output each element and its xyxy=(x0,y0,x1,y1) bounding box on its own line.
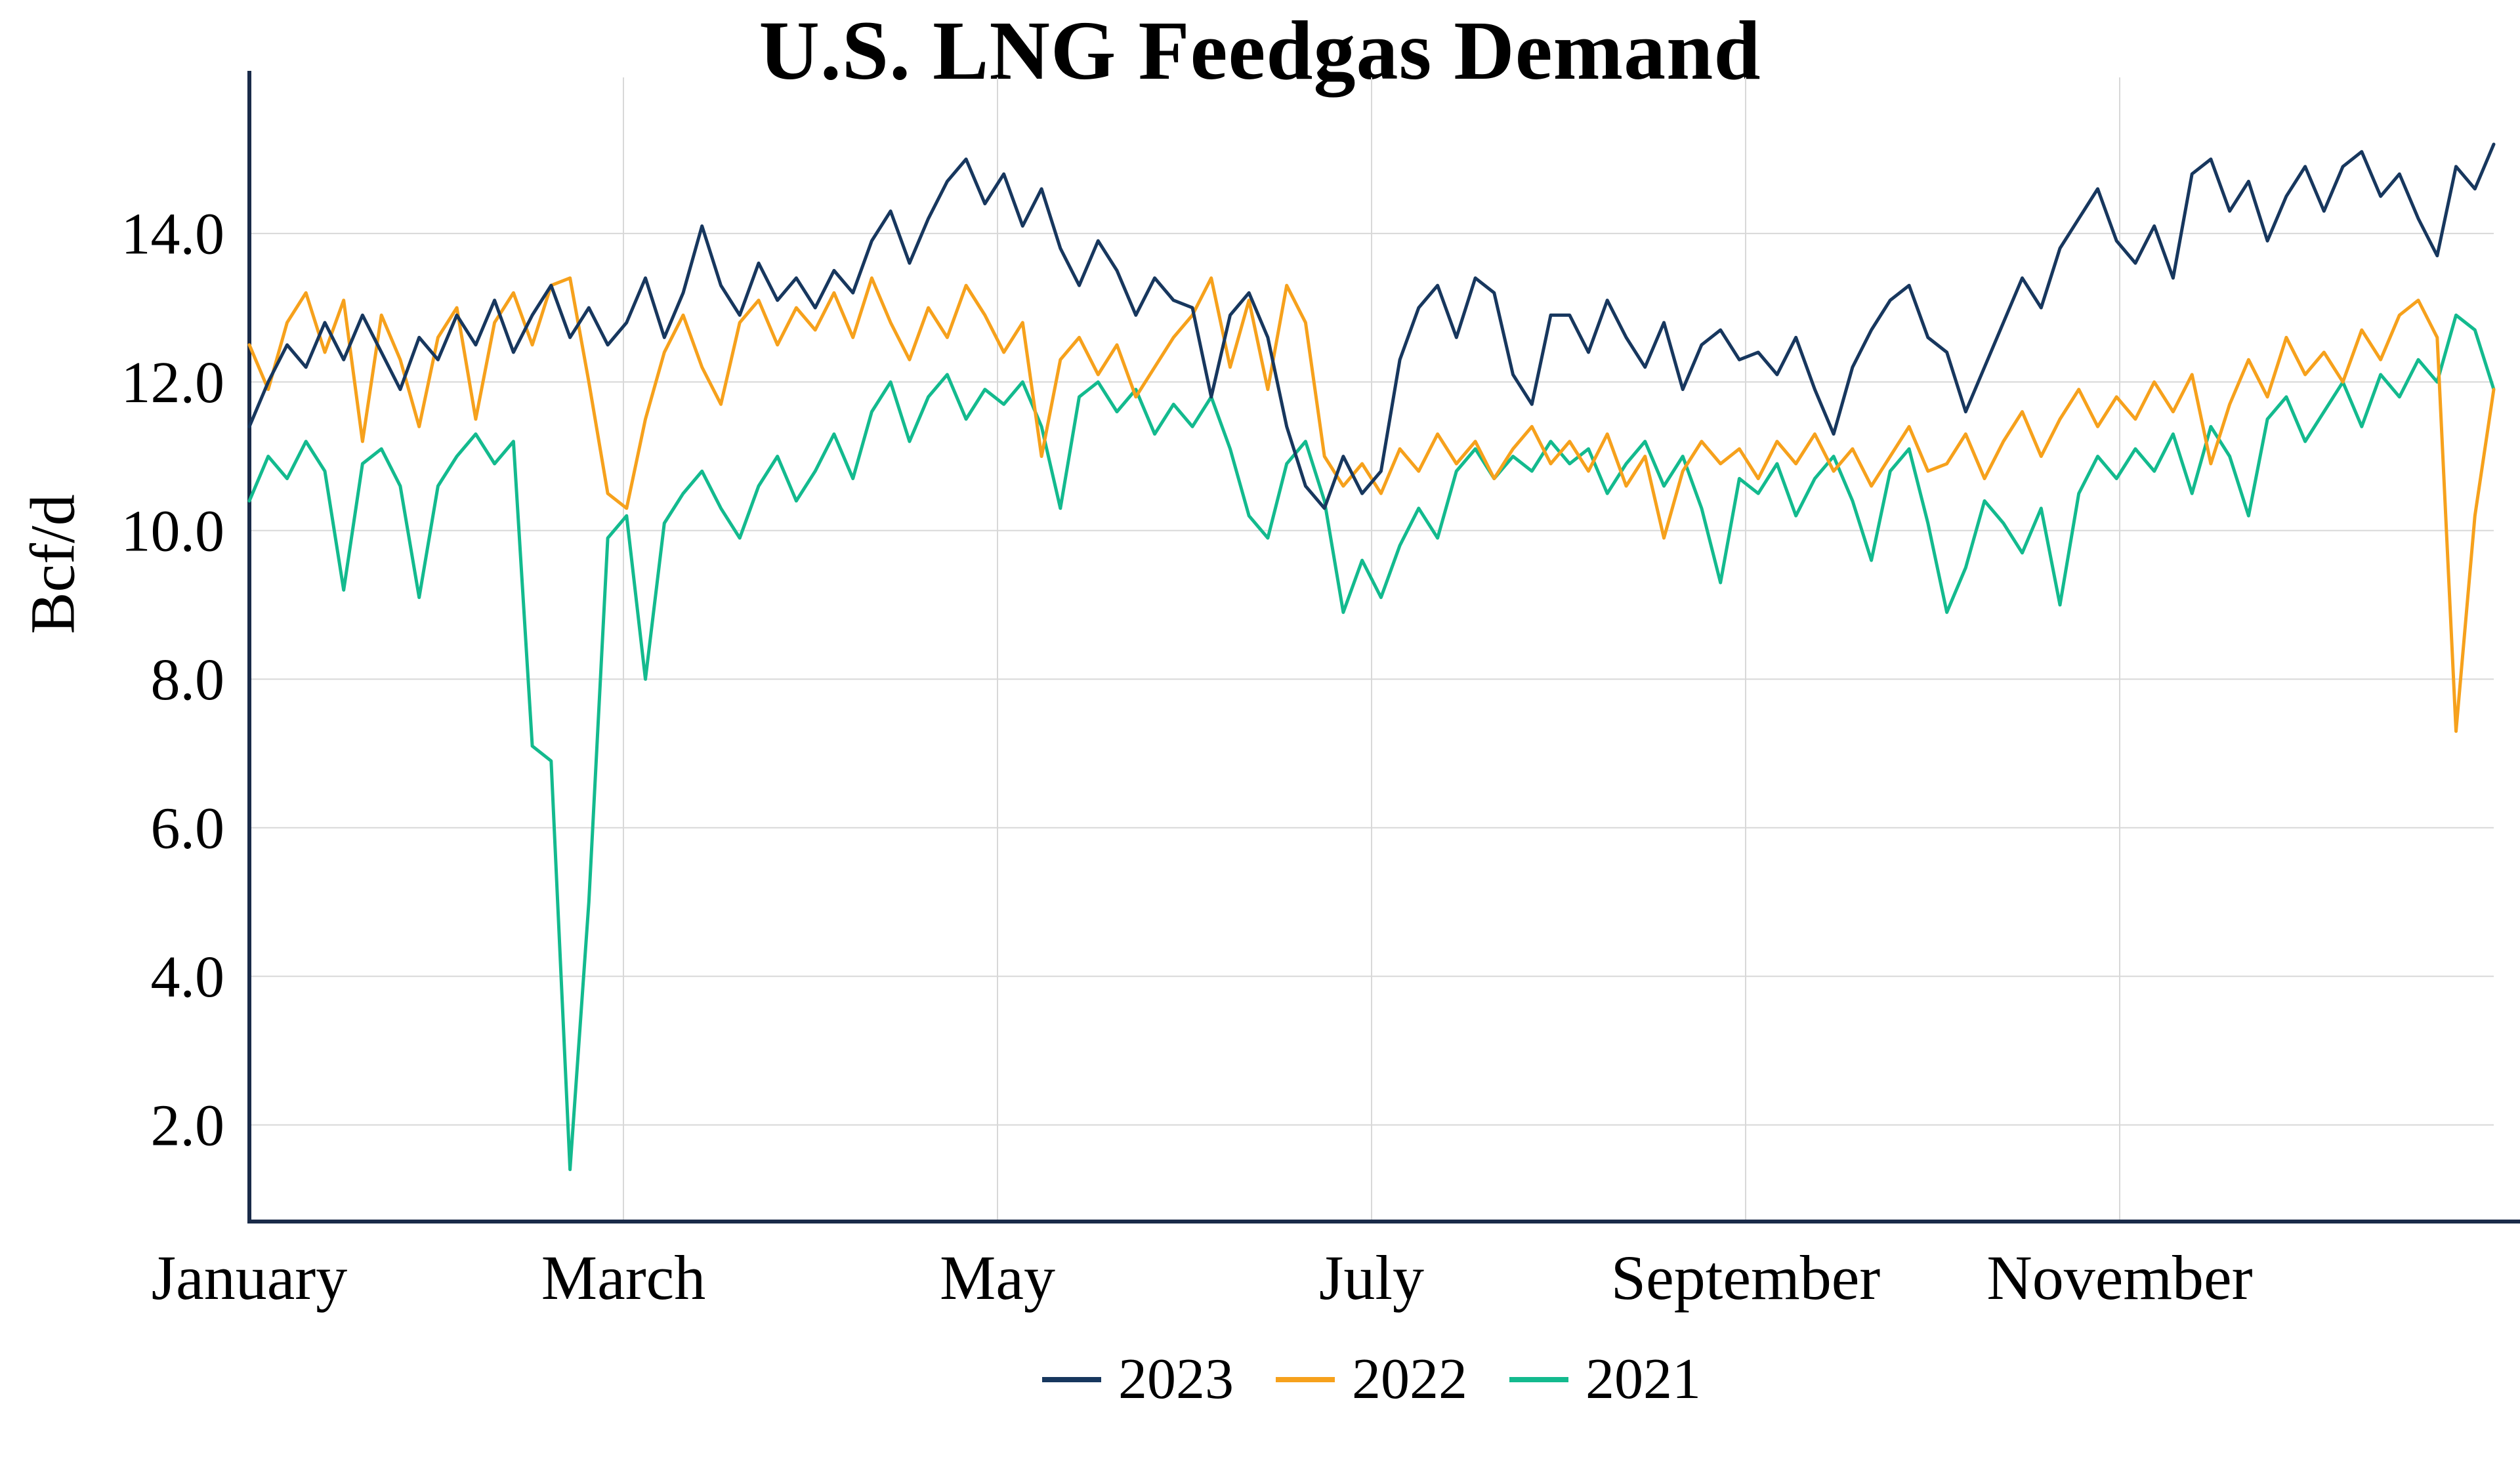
svg-text:March: March xyxy=(541,1243,706,1313)
legend-swatch-2022 xyxy=(1276,1376,1335,1382)
gridlines xyxy=(249,77,2494,1222)
svg-text:July: July xyxy=(1319,1243,1424,1313)
y-tick-labels: 2.0 4.0 6.0 8.0 10.0 12.0 14.0 xyxy=(121,201,225,1158)
svg-text:January: January xyxy=(152,1243,348,1313)
legend-item-2021: 2021 xyxy=(1509,1346,1701,1412)
legend-swatch-2023 xyxy=(1042,1376,1101,1382)
legend-item-2022: 2022 xyxy=(1276,1346,1467,1412)
svg-text:November: November xyxy=(1986,1243,2252,1313)
svg-text:10.0: 10.0 xyxy=(121,499,225,564)
svg-text:2.0: 2.0 xyxy=(151,1093,225,1158)
legend: 2023 2022 2021 xyxy=(249,1346,2494,1412)
series-lines xyxy=(247,142,2496,1172)
legend-label-2023: 2023 xyxy=(1118,1347,1234,1411)
legend-label-2021: 2021 xyxy=(1586,1347,1701,1411)
svg-text:6.0: 6.0 xyxy=(151,796,225,861)
svg-text:12.0: 12.0 xyxy=(121,350,225,415)
svg-text:14.0: 14.0 xyxy=(121,201,225,266)
svg-text:September: September xyxy=(1611,1243,1881,1313)
svg-text:May: May xyxy=(940,1243,1055,1313)
legend-item-2023: 2023 xyxy=(1042,1346,1234,1412)
svg-text:4.0: 4.0 xyxy=(151,945,225,1010)
x-tick-labels: January March May July September November xyxy=(152,1243,2253,1313)
svg-text:8.0: 8.0 xyxy=(151,648,225,712)
legend-swatch-2021 xyxy=(1509,1376,1568,1382)
legend-label-2022: 2022 xyxy=(1352,1347,1467,1411)
axes xyxy=(247,71,2520,1223)
chart-title: U.S. LNG Feedgas Demand xyxy=(759,4,1761,97)
